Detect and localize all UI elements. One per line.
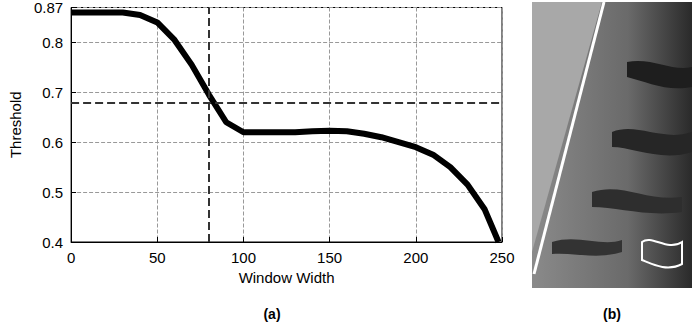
svg-text:0.5: 0.5	[42, 184, 63, 201]
svg-text:0: 0	[67, 249, 75, 266]
svg-text:250: 250	[489, 249, 514, 266]
svg-text:0.4: 0.4	[42, 234, 63, 251]
svg-text:0.8: 0.8	[42, 34, 63, 51]
svg-text:Window Width: Window Width	[239, 269, 335, 286]
html-text:(a): (a)	[263, 306, 281, 322]
svg-text:100: 100	[231, 249, 256, 266]
svg-text:Threshold: Threshold	[7, 91, 24, 158]
svg-text:0.6: 0.6	[42, 134, 63, 151]
svg-text:150: 150	[317, 249, 342, 266]
html-text:(b): (b)	[603, 306, 621, 322]
svg-text:50: 50	[149, 249, 166, 266]
svg-text:0.7: 0.7	[42, 84, 63, 101]
svg-text:0.87: 0.87	[34, 0, 63, 16]
svg-text:200: 200	[403, 249, 428, 266]
